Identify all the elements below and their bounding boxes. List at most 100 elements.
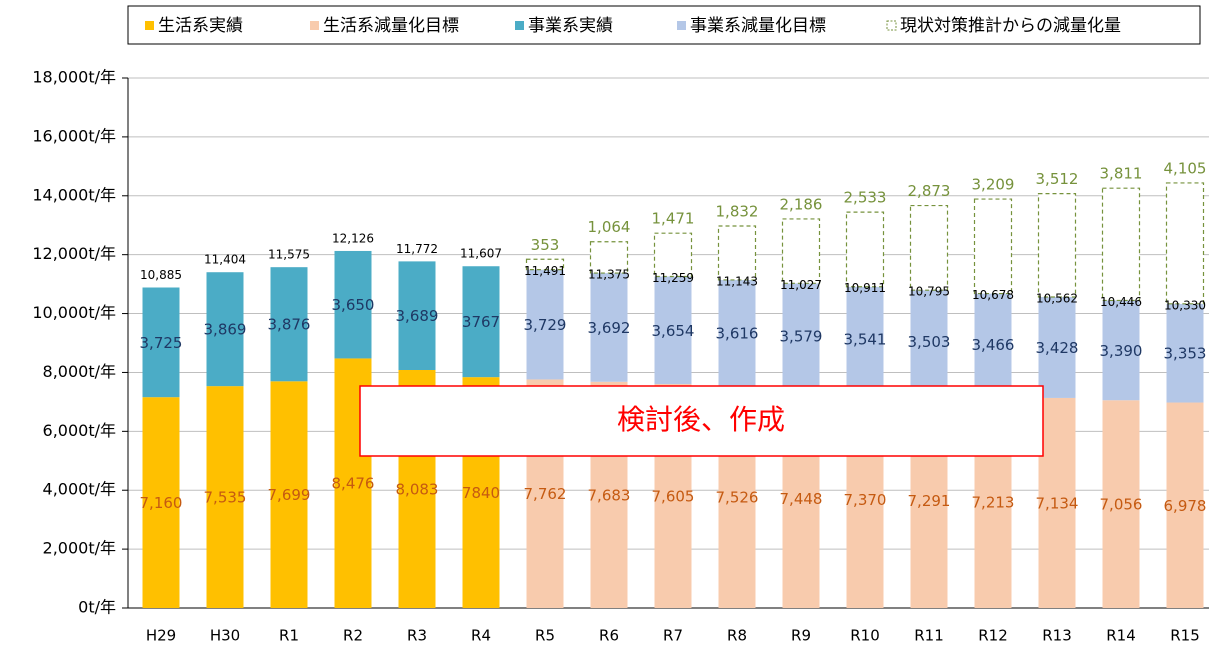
bar bbox=[1038, 397, 1076, 608]
bar bbox=[142, 287, 180, 398]
total-label: 10,678 bbox=[972, 288, 1014, 302]
total-label: 11,375 bbox=[588, 268, 630, 282]
legend-swatch bbox=[145, 21, 154, 30]
x-tick-label: R14 bbox=[1106, 627, 1136, 645]
reduction-box bbox=[1165, 182, 1205, 305]
bar bbox=[1038, 297, 1076, 398]
value-label: 7,605 bbox=[652, 488, 695, 506]
value-label: 3,512 bbox=[1036, 170, 1079, 188]
value-label: 1,832 bbox=[716, 202, 759, 220]
x-tick-label: R12 bbox=[978, 627, 1008, 645]
legend-swatch bbox=[886, 20, 897, 31]
x-tick-label: R8 bbox=[727, 627, 747, 645]
bar bbox=[334, 250, 372, 359]
x-tick-label: R3 bbox=[407, 627, 427, 645]
bar bbox=[206, 272, 244, 387]
value-label: 7,291 bbox=[908, 492, 951, 510]
bar bbox=[654, 276, 692, 385]
y-tick-label: 10,000t/年 bbox=[32, 303, 116, 322]
x-tick-label: R4 bbox=[471, 627, 491, 645]
x-tick-label: R13 bbox=[1042, 627, 1072, 645]
x-tick-label: R9 bbox=[791, 627, 811, 645]
value-label: 3,209 bbox=[972, 176, 1015, 194]
total-label: 11,575 bbox=[268, 248, 310, 262]
bar bbox=[718, 279, 756, 387]
value-label: 8,083 bbox=[396, 481, 439, 499]
bar bbox=[846, 286, 884, 391]
reduction-box bbox=[781, 218, 821, 284]
y-tick-label: 2,000t/年 bbox=[43, 539, 116, 558]
value-label: 2,533 bbox=[844, 189, 887, 207]
legend-label: 生活系実績 bbox=[158, 16, 243, 36]
value-label: 3,428 bbox=[1036, 339, 1079, 357]
value-label: 7,699 bbox=[268, 486, 311, 504]
value-label: 3,654 bbox=[652, 322, 695, 340]
total-label: 12,126 bbox=[332, 231, 374, 245]
reduction-box bbox=[589, 241, 629, 274]
total-label: 10,446 bbox=[1100, 295, 1142, 309]
total-label: 11,027 bbox=[780, 278, 822, 292]
value-label: 4,105 bbox=[1164, 159, 1207, 177]
legend-label: 事業系減量化目標 bbox=[690, 16, 826, 36]
value-label: 8,476 bbox=[332, 475, 375, 493]
total-label: 10,330 bbox=[1164, 298, 1206, 312]
total-label: 11,259 bbox=[652, 271, 694, 285]
value-label: 1,064 bbox=[588, 218, 631, 236]
value-label: 3,616 bbox=[716, 325, 759, 343]
value-label: 2,873 bbox=[908, 182, 951, 200]
bar bbox=[270, 381, 308, 608]
legend-label: 事業系実績 bbox=[528, 16, 613, 36]
total-label: 10,885 bbox=[140, 268, 182, 282]
reduction-box bbox=[909, 204, 949, 291]
legend-label: 生活系減量化目標 bbox=[323, 16, 459, 36]
reduction-box bbox=[653, 232, 693, 278]
value-label: 3,869 bbox=[204, 321, 247, 339]
value-label: 3,466 bbox=[972, 336, 1015, 354]
bar bbox=[1102, 400, 1140, 608]
bar bbox=[462, 266, 500, 378]
value-label: 2,186 bbox=[780, 195, 823, 213]
value-label: 3,692 bbox=[588, 319, 631, 337]
value-label: 7,535 bbox=[204, 489, 247, 507]
y-tick-label: 0t/年 bbox=[78, 598, 116, 617]
value-label: 7,213 bbox=[972, 493, 1015, 511]
y-tick-label: 14,000t/年 bbox=[32, 185, 116, 204]
value-label: 7,370 bbox=[844, 491, 887, 509]
x-tick-label: R1 bbox=[279, 627, 299, 645]
value-label: 1,471 bbox=[652, 210, 695, 228]
legend-label: 現状対策推計からの減量化量 bbox=[900, 16, 1121, 36]
bar bbox=[270, 267, 308, 382]
reduction-box bbox=[1101, 187, 1141, 302]
value-label: 3,689 bbox=[396, 307, 439, 325]
reduction-box bbox=[845, 211, 885, 288]
x-tick-label: R6 bbox=[599, 627, 619, 645]
total-label: 10,562 bbox=[1036, 292, 1078, 306]
value-label: 7,448 bbox=[780, 490, 823, 508]
value-label: 6,978 bbox=[1164, 497, 1207, 515]
value-label: 7,056 bbox=[1100, 496, 1143, 514]
value-label: 353 bbox=[531, 236, 560, 254]
y-tick-label: 8,000t/年 bbox=[43, 362, 116, 381]
reduction-box bbox=[973, 198, 1013, 295]
legend-swatch bbox=[677, 21, 686, 30]
bar bbox=[142, 397, 180, 608]
plot: 0t/年 2,000t/年 4,000t/年 6,000t/年 8,000t/年 10,0… bbox=[32, 68, 1209, 645]
value-label: 3,579 bbox=[780, 328, 823, 346]
x-tick-label: R7 bbox=[663, 627, 683, 645]
reduction-box bbox=[717, 225, 757, 281]
y-tick-label: 16,000t/年 bbox=[32, 126, 116, 145]
value-label: 3,390 bbox=[1100, 342, 1143, 360]
y-tick-label: 4,000t/年 bbox=[43, 480, 116, 499]
y-tick-label: 12,000t/年 bbox=[32, 244, 116, 263]
annotation: 検討後、作成 bbox=[617, 403, 785, 436]
value-label: 7,526 bbox=[716, 489, 759, 507]
value-label: 3,876 bbox=[268, 316, 311, 334]
bar bbox=[526, 269, 564, 380]
total-label: 11,491 bbox=[524, 264, 566, 278]
x-tick-label: R11 bbox=[914, 627, 944, 645]
bar bbox=[398, 261, 436, 371]
reduction-box bbox=[525, 258, 565, 271]
legend-swatch bbox=[310, 21, 319, 30]
value-label: 3,725 bbox=[140, 334, 183, 352]
